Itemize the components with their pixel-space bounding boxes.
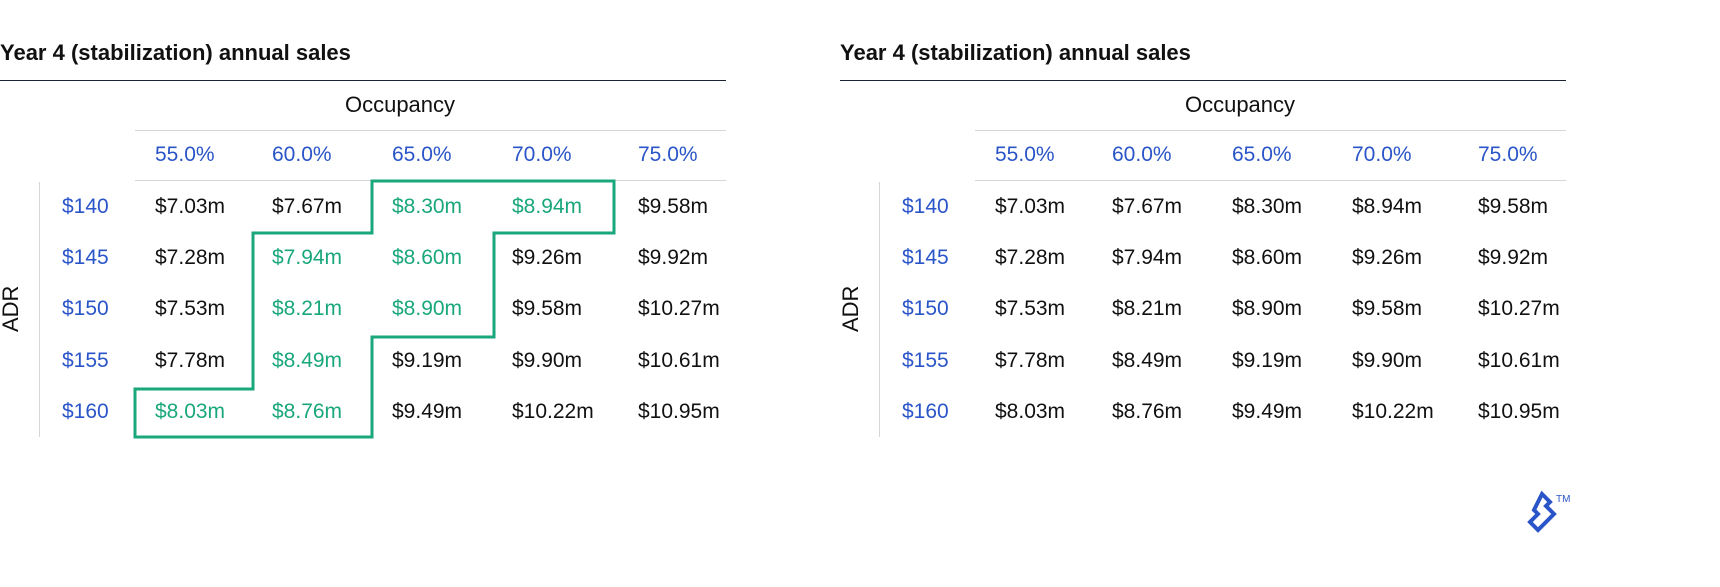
table-cell: $7.67m (272, 195, 343, 218)
title-rule (840, 80, 1566, 81)
table-cell: $9.92m (638, 246, 709, 269)
column-header: 55.0% (995, 143, 1055, 166)
column-group-rule (135, 130, 726, 131)
column-header: 60.0% (1112, 143, 1172, 166)
highlight-outline (133, 179, 616, 439)
table-cell: $9.58m (512, 297, 583, 320)
column-header: 75.0% (1478, 143, 1538, 166)
table-cell: $9.92m (1478, 246, 1549, 269)
table-cell: $7.67m (1112, 195, 1183, 218)
table-cell-highlighted: $8.30m (392, 195, 463, 218)
table-title: Year 4 (stabilization) annual sales (0, 40, 351, 65)
sensitivity-table-plain: Year 4 (stabilization) annual sales Occu… (838, 0, 1570, 480)
table-cell: $9.49m (1232, 400, 1303, 423)
toptal-logo-icon-svg: TM (1527, 490, 1570, 533)
table-cell: $10.27m (1478, 297, 1560, 320)
table-cell: $7.03m (995, 195, 1066, 218)
table-cell: $7.28m (155, 246, 226, 269)
row-header: $145 (902, 246, 949, 269)
column-header: 70.0% (1352, 143, 1412, 166)
column-header: 55.0% (155, 143, 215, 166)
table-cell: $7.03m (155, 195, 226, 218)
table-cell-highlighted: $8.90m (392, 297, 463, 320)
table-cell: $8.90m (1232, 297, 1303, 320)
table-cell: $9.19m (1232, 349, 1303, 372)
table-cell: $10.61m (1478, 349, 1560, 372)
row-header: $150 (62, 297, 109, 320)
table-cell: $7.78m (155, 349, 226, 372)
trademark-label: TM (1556, 494, 1570, 505)
table-cell: $9.26m (1352, 246, 1423, 269)
column-header: 65.0% (392, 143, 452, 166)
table-cell: $7.94m (1112, 246, 1183, 269)
table-cell: $9.58m (1478, 195, 1549, 218)
row-header: $150 (902, 297, 949, 320)
column-header: 65.0% (1232, 143, 1292, 166)
sensitivity-table-highlighted: Year 4 (stabilization) annual sales Occu… (0, 0, 730, 480)
table-cell: $8.21m (1112, 297, 1183, 320)
column-header-rule (975, 180, 1566, 181)
column-group-label: Occupancy (344, 92, 456, 117)
column-group-rule (975, 130, 1566, 131)
row-header: $145 (62, 246, 109, 269)
table-cell: $9.90m (512, 349, 583, 372)
table-cell: $8.76m (1112, 400, 1183, 423)
column-group-label: Occupancy (1184, 92, 1296, 117)
row-header: $155 (62, 349, 109, 372)
row-header: $155 (902, 349, 949, 372)
table-cell: $8.03m (995, 400, 1066, 423)
table-cell: $8.49m (1112, 349, 1183, 372)
toptal-logo-icon: TM (1520, 488, 1570, 538)
row-header: $160 (902, 400, 949, 423)
table-cell-highlighted: $8.60m (392, 246, 463, 269)
table-cell: $9.90m (1352, 349, 1423, 372)
table-cell: $9.58m (1352, 297, 1423, 320)
table-cell: $9.26m (512, 246, 583, 269)
table-cell: $10.95m (638, 400, 720, 423)
table-cell: $7.53m (155, 297, 226, 320)
table-title: Year 4 (stabilization) annual sales (840, 40, 1191, 65)
table-cell: $9.49m (392, 400, 463, 423)
table-cell-highlighted: $8.03m (155, 400, 226, 423)
table-cell: $10.95m (1478, 400, 1560, 423)
row-header: $160 (62, 400, 109, 423)
row-header-rule (879, 182, 880, 437)
title-rule (0, 80, 726, 81)
row-header: $140 (902, 195, 949, 218)
table-cell: $9.19m (392, 349, 463, 372)
row-header: $140 (62, 195, 109, 218)
table-cell: $8.30m (1232, 195, 1303, 218)
table-cell-highlighted: $8.21m (272, 297, 343, 320)
row-header-rule (39, 182, 40, 437)
table-cell: $8.60m (1232, 246, 1303, 269)
column-header: 70.0% (512, 143, 572, 166)
table-cell: $10.61m (638, 349, 720, 372)
table-cell: $10.22m (1352, 400, 1434, 423)
table-cell: $9.58m (638, 195, 709, 218)
table-cell: $8.94m (1352, 195, 1423, 218)
table-cell-highlighted: $8.94m (512, 195, 583, 218)
row-group-label: ADR (838, 285, 863, 332)
table-cell-highlighted: $8.49m (272, 349, 343, 372)
table-cell: $7.53m (995, 297, 1066, 320)
table-cell-highlighted: $7.94m (272, 246, 343, 269)
table-cell-highlighted: $8.76m (272, 400, 343, 423)
table-cell: $7.28m (995, 246, 1066, 269)
table-cell: $7.78m (995, 349, 1066, 372)
column-header: 75.0% (638, 143, 698, 166)
column-header: 60.0% (272, 143, 332, 166)
table-cell: $10.22m (512, 400, 594, 423)
table-cell: $10.27m (638, 297, 720, 320)
